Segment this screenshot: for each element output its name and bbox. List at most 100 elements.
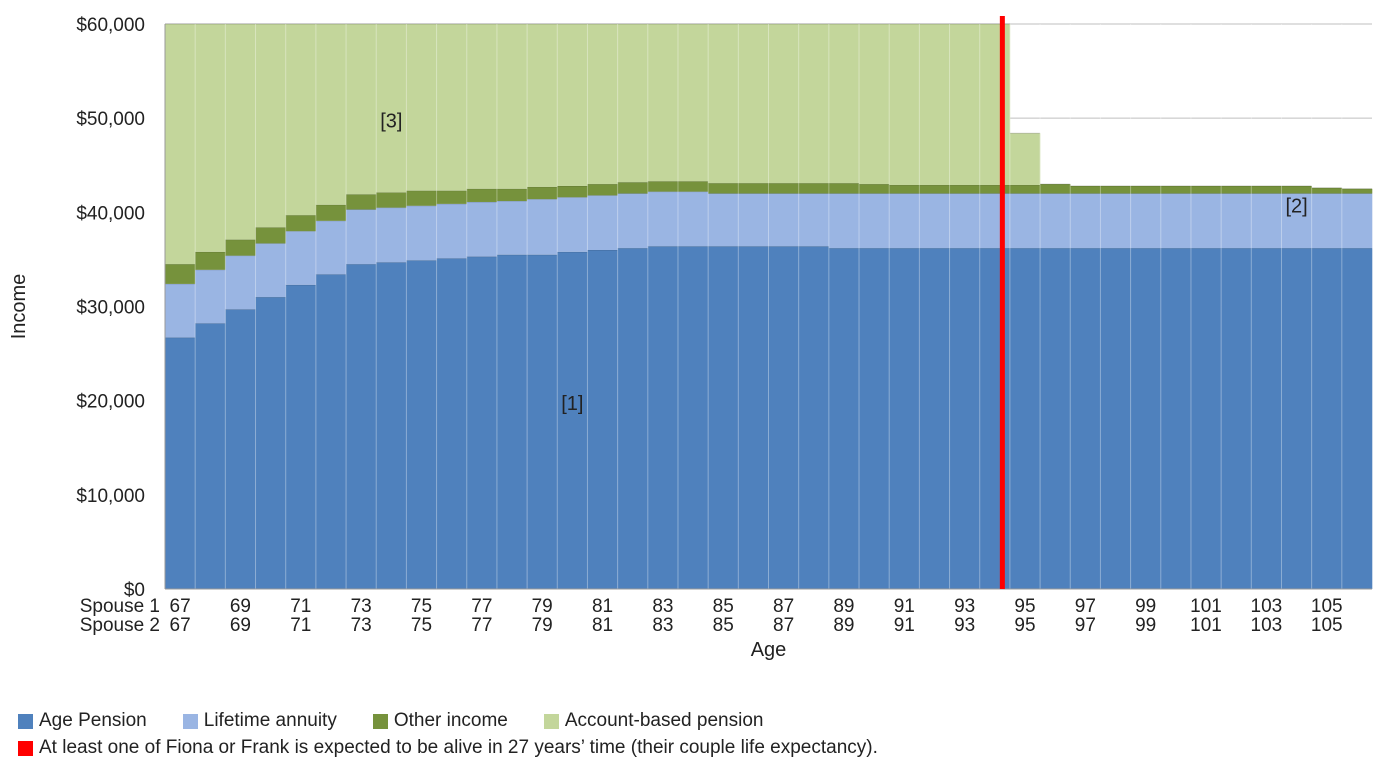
bar-segment-age-pension [1311, 248, 1343, 589]
bar-segment-age-pension [677, 246, 709, 589]
bar-segment-account-based-pension [255, 24, 286, 228]
x-tick-label: 95 [1014, 615, 1035, 636]
legend-item-lifetime-annuity: Lifetime annuity [182, 710, 337, 732]
bar-segment-age-pension [1009, 248, 1041, 589]
x-tick-label: 99 [1135, 615, 1156, 636]
bar-segment-lifetime-annuity [677, 191, 709, 247]
bar-segment-lifetime-annuity [738, 193, 769, 247]
bar-segment-age-pension [1130, 248, 1162, 589]
bar-segment-other-income [1221, 185, 1252, 194]
x-tick-label: 85 [713, 615, 734, 636]
chart: $0 $10,000 $20,000 $30,000 $40,000 $50,000 $60… [8, 15, 1373, 661]
x-tick-label: 75 [411, 596, 432, 617]
x-tick-label: 91 [894, 596, 915, 617]
bar-segment-age-pension [1160, 248, 1192, 589]
bar-segment-other-income [768, 183, 799, 194]
bar-segment-lifetime-annuity [1130, 193, 1162, 249]
legend-reference-label: At least one of Fiona or Frank is expect… [39, 737, 878, 758]
bar-segment-account-based-pension [708, 24, 739, 184]
x-tick-label: 93 [954, 615, 975, 636]
bar-segment-account-based-pension [406, 24, 437, 191]
bar-segment-other-income [496, 188, 528, 202]
bar-segment-age-pension [1100, 248, 1131, 589]
bar-segment-other-income [436, 190, 468, 204]
bar-segment-account-based-pension [647, 24, 679, 182]
bar-segment-age-pension [889, 248, 920, 589]
bar-segment-lifetime-annuity [315, 220, 347, 275]
x-tick-label: 75 [411, 615, 432, 636]
bar-segment-other-income [165, 264, 196, 284]
bar-segment-age-pension [1040, 248, 1071, 589]
bar-segment-other-income [527, 186, 558, 200]
bar-segment-age-pension [859, 248, 890, 589]
bar-segment-age-pension [1221, 248, 1252, 589]
bar-segment-account-based-pension [587, 24, 618, 185]
x-tick-label: 73 [351, 596, 372, 617]
legend-reference: At least one of Fiona or Frank is expect… [18, 737, 878, 759]
bar-segment-lifetime-annuity [1100, 193, 1131, 249]
bar-segment-other-income [406, 190, 437, 206]
x-tick-label: 103 [1251, 615, 1283, 636]
bar-segment-account-based-pension [768, 24, 799, 184]
x-axis-title: Age [751, 639, 787, 661]
bar-segment-age-pension [1281, 248, 1312, 589]
x-tick-label: 103 [1251, 596, 1283, 617]
bar-segment-age-pension [1070, 248, 1101, 589]
bar-segment-lifetime-annuity [1190, 193, 1222, 249]
bar-segment-age-pension [587, 250, 618, 589]
bar-segment-other-income [647, 181, 679, 192]
bar-segment-lifetime-annuity [889, 193, 920, 249]
bar-segment-other-income [346, 194, 377, 210]
bar-segment-lifetime-annuity [406, 205, 437, 261]
x-tick-label: 81 [592, 615, 613, 636]
bar-segment-age-pension [647, 246, 679, 589]
bar-segment-age-pension [527, 254, 558, 590]
bar-segment-account-based-pension [225, 24, 256, 240]
bar-segment-lifetime-annuity [828, 193, 860, 249]
bar-segment-lifetime-annuity [1009, 193, 1041, 249]
legend: Age Pension Lifetime annuity Other incom… [18, 710, 799, 732]
bar-segment-age-pension [496, 254, 528, 590]
bar-segment-other-income [1160, 185, 1192, 194]
x-tick-label: 97 [1075, 615, 1096, 636]
bar-segment-age-pension [436, 258, 468, 589]
legend-swatch-other-income [372, 713, 388, 729]
bar-segment-other-income [1130, 185, 1162, 194]
x-tick-label: 67 [170, 596, 191, 617]
bar-segment-age-pension [979, 248, 1011, 589]
legend-swatch-account-based-pension [543, 713, 559, 729]
bar-segment-lifetime-annuity [647, 191, 679, 247]
bar-segment-age-pension [919, 248, 950, 589]
bar-segment-age-pension [1341, 248, 1373, 589]
bar-segment-age-pension [376, 262, 407, 589]
bar-segment-lifetime-annuity [708, 193, 739, 247]
x-tick-label: 105 [1311, 615, 1343, 636]
bar-segment-other-income [557, 185, 588, 198]
bar-segment-other-income [1190, 185, 1222, 194]
bar-segment-lifetime-annuity [617, 193, 649, 249]
bar-segment-age-pension [798, 246, 830, 589]
bar-segment-account-based-pension [527, 24, 558, 187]
x-tick-label: 85 [713, 596, 734, 617]
bar-segment-lifetime-annuity [436, 203, 468, 259]
x-tick-label: 101 [1190, 596, 1222, 617]
bar-segment-account-based-pension [828, 24, 860, 184]
bar-segment-lifetime-annuity [1040, 193, 1071, 249]
x-tick-label: 77 [471, 615, 492, 636]
bar-segment-account-based-pension [889, 24, 920, 186]
x-row-label: Spouse 2 [80, 615, 160, 636]
x-tick-label: 73 [351, 615, 372, 636]
bar-segment-lifetime-annuity [979, 193, 1011, 249]
x-tick-label: 71 [290, 596, 311, 617]
bar-segment-account-based-pension [315, 24, 347, 205]
x-tick-label: 97 [1075, 596, 1096, 617]
bar-segment-lifetime-annuity [798, 193, 830, 247]
bar-segment-age-pension [315, 274, 347, 589]
bar-segment-other-income [587, 184, 618, 196]
bar-segment-lifetime-annuity [496, 201, 528, 255]
annotation-label: [1] [561, 393, 583, 415]
bar-segment-lifetime-annuity [1251, 193, 1282, 249]
bar-segment-age-pension [1190, 248, 1222, 589]
bar-segment-account-based-pension [557, 24, 588, 186]
legend-swatch-reference-line [18, 740, 33, 756]
